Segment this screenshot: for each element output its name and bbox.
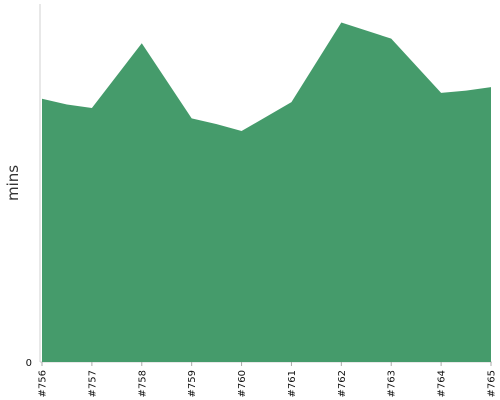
x-tick-label: #760	[237, 370, 248, 397]
y-axis-label: mins	[4, 165, 22, 201]
x-tick-label: #758	[137, 370, 148, 397]
x-tick-labels: #756 #757 #758 #759 #760 #761 #762 #763 #764 #765	[38, 362, 498, 397]
x-tick-label: #763	[387, 370, 398, 397]
x-tick-label: #764	[437, 370, 448, 397]
x-tick-label: #765	[487, 370, 498, 397]
x-tick-label: #761	[287, 370, 298, 397]
area-series	[42, 22, 491, 362]
x-tick-label: #759	[187, 370, 198, 397]
y-tick-labels: 0	[26, 358, 32, 369]
x-tick-label: #756	[38, 370, 49, 397]
y-tick-label: 0	[26, 358, 32, 369]
x-tick-label: #762	[337, 370, 348, 397]
x-tick-label: #757	[87, 370, 98, 397]
area-layer	[42, 22, 491, 362]
